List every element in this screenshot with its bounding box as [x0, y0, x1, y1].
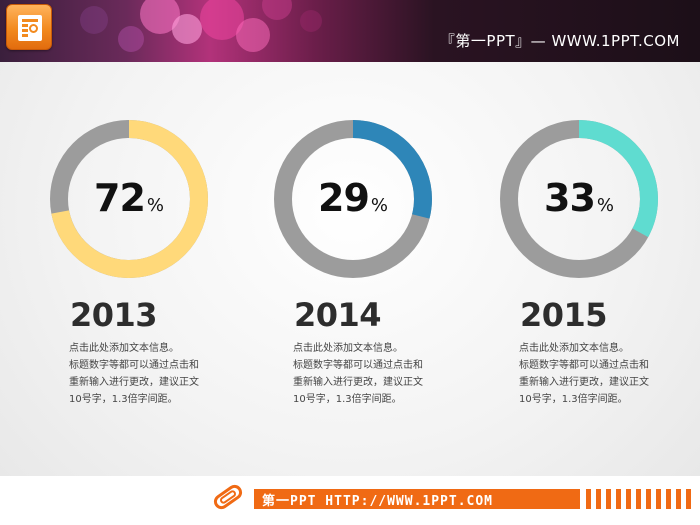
footer-bar — [254, 489, 580, 509]
footer-stripes — [586, 489, 696, 509]
percentage-unit: % — [370, 195, 388, 216]
donut-value-arc — [274, 120, 432, 278]
percentage-label: 72% — [48, 176, 210, 220]
description-text: 点击此处添加文本信息。 标题数字等都可以通过点击和 重新输入进行更改，建议正文 … — [519, 340, 694, 408]
description-line: 重新输入进行更改，建议正文 — [293, 377, 423, 388]
donut-value-arc — [500, 120, 658, 278]
header-title: 『第一PPT』— WWW.1PPT.COM — [439, 32, 680, 50]
percentage-unit: % — [146, 195, 164, 216]
header-banner: 『第一PPT』— WWW.1PPT.COM — [0, 0, 700, 62]
description-line: 重新输入进行更改，建议正文 — [69, 377, 199, 388]
donut-chart-2014 — [272, 118, 434, 280]
percentage-label: 33% — [498, 176, 660, 220]
paperclip-icon — [210, 482, 246, 512]
percentage-label: 29% — [272, 176, 434, 220]
year-title: 2013 — [70, 296, 158, 334]
description-line: 点击此处添加文本信息。 — [293, 343, 403, 354]
year-title: 2015 — [520, 296, 608, 334]
presentation-logo-icon — [6, 4, 52, 50]
footer-link[interactable]: 第一PPT HTTP://WWW.1PPT.COM — [262, 494, 494, 509]
description-line: 点击此处添加文本信息。 — [69, 343, 179, 354]
percentage-value: 29 — [318, 176, 370, 220]
description-line: 标题数字等都可以通过点击和 — [69, 360, 199, 371]
donut-value-arc — [50, 120, 208, 278]
description-line: 10号字，1.3倍字间距。 — [69, 394, 178, 405]
donut-chart-2015 — [498, 118, 660, 280]
footer: 第一PPT HTTP://WWW.1PPT.COM — [0, 476, 700, 525]
percentage-value: 33 — [544, 176, 596, 220]
percentage-unit: % — [596, 195, 614, 216]
donut-chart-2013 — [48, 118, 210, 280]
percentage-value: 72 — [94, 176, 146, 220]
description-line: 10号字，1.3倍字间距。 — [293, 394, 402, 405]
description-line: 10号字，1.3倍字间距。 — [519, 394, 628, 405]
description-text: 点击此处添加文本信息。 标题数字等都可以通过点击和 重新输入进行更改，建议正文 … — [293, 340, 468, 408]
description-line: 点击此处添加文本信息。 — [519, 343, 629, 354]
year-title: 2014 — [294, 296, 382, 334]
description-line: 标题数字等都可以通过点击和 — [519, 360, 649, 371]
description-line: 标题数字等都可以通过点击和 — [293, 360, 423, 371]
description-text: 点击此处添加文本信息。 标题数字等都可以通过点击和 重新输入进行更改，建议正文 … — [69, 340, 244, 408]
description-line: 重新输入进行更改，建议正文 — [519, 377, 649, 388]
